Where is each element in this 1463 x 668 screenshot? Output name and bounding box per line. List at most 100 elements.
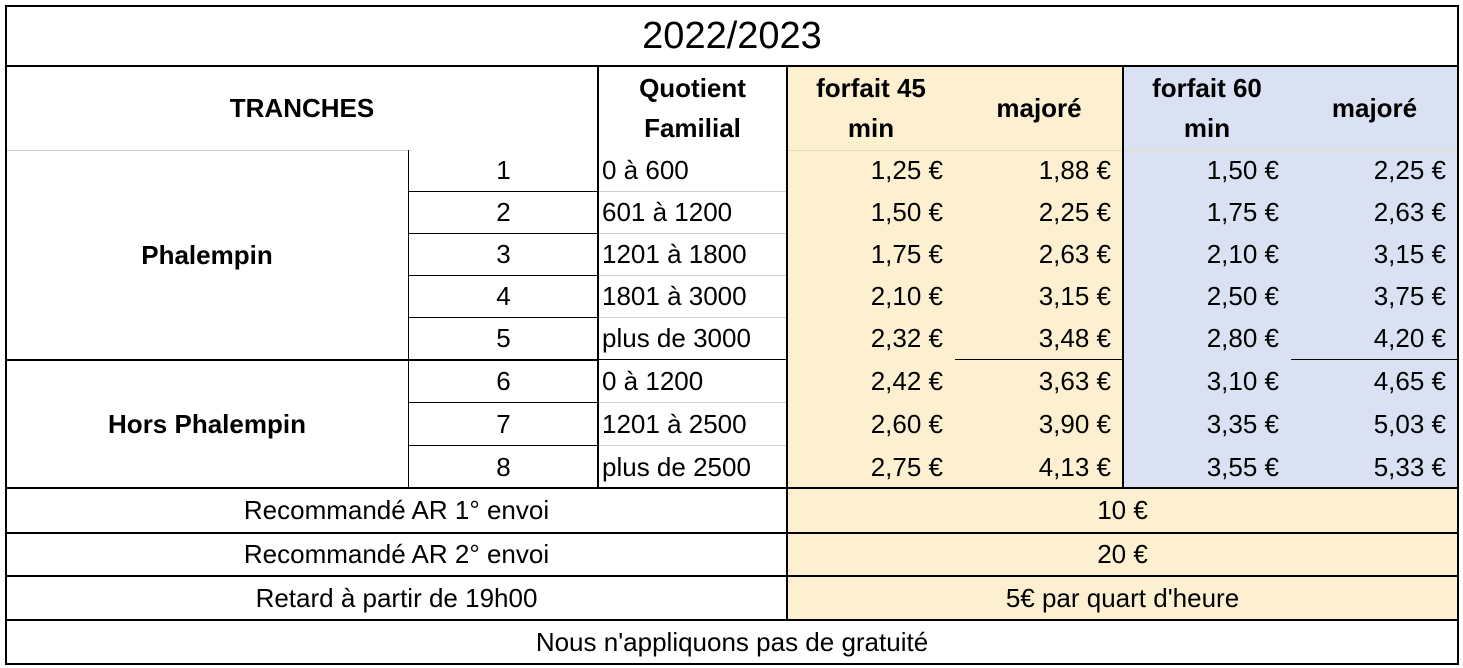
majore60-cell: 5,33 € [1373,451,1446,482]
gridline [598,445,787,446]
majore45-cell: 3,15 € [1038,281,1111,312]
header-forfait60-line1: forfait 60 [1152,72,1262,103]
tranche-cell: 5 [496,323,511,354]
forfait60-cell: 1,50 € [1206,155,1279,186]
border [1457,5,1459,665]
fee-value-bg [787,488,1458,620]
majore60-cell: 4,20 € [1373,323,1446,354]
forfait60-cell: 3,55 € [1206,451,1279,482]
header-quotient: Quotient Familial [598,66,787,150]
quotient-cell: plus de 2500 [602,451,751,482]
majore60-cell: 3,75 € [1373,281,1446,312]
forfait45-cell: 1,50 € [870,197,943,228]
fee-label: Recommandé AR 2° envoi [243,539,550,570]
majore60-cell: 4,65 € [1373,366,1446,397]
tranche-cell: 8 [496,451,511,482]
tranche-cell: 1 [496,155,511,186]
forfait60-cell: 2,50 € [1206,281,1279,312]
border [5,663,1459,665]
majore60-cell: 2,25 € [1373,155,1446,186]
forfait45-cell: 2,42 € [870,366,943,397]
page-title: 2022/2023 [642,14,822,57]
border [597,65,599,489]
majore45-cell: 3,90 € [1038,408,1111,439]
forfait60-cell: 3,35 € [1206,408,1279,439]
forfait45-cell: 1,75 € [870,239,943,270]
majore45-cell: 3,48 € [1038,323,1111,354]
border [598,359,787,360]
border [1291,359,1458,360]
group-label-hors-phalempin: Hors Phalempin [108,408,306,439]
gridline [598,317,787,318]
forfait60-cell: 1,75 € [1206,197,1279,228]
gridline [598,275,787,276]
group-label-phalempin: Phalempin [141,239,273,270]
majore45-cell: 3,63 € [1038,366,1111,397]
quotient-cell: 1201 à 2500 [602,408,747,439]
quotient-cell: 0 à 1200 [602,366,704,397]
majore60-cell: 2,63 € [1373,197,1446,228]
border [786,65,788,621]
forfait45-cell: 2,75 € [870,451,943,482]
header-quotient-line1: Quotient [639,72,746,103]
header-quotient-line2: Familial [644,113,741,143]
border [408,150,409,488]
tranche-cell: 4 [496,281,511,312]
border [408,445,598,446]
border [5,532,1459,534]
majore45-cell: 2,63 € [1038,239,1111,270]
forfait45-cell: 2,60 € [870,408,943,439]
forfait60-cell: 2,80 € [1206,323,1279,354]
border [408,317,598,318]
fee-label: Recommandé AR 1° envoi [243,495,550,526]
border [5,5,1459,7]
border [5,5,7,665]
border [5,487,1459,489]
quotient-cell: 1801 à 3000 [602,281,747,312]
majore45-cell: 1,88 € [1038,155,1111,186]
gridline [598,191,787,192]
forfait60-cell: 2,10 € [1206,239,1279,270]
fee-label: Retard à partir de 19h00 [255,582,538,613]
header-majore45: majoré [996,92,1082,123]
border [5,359,598,361]
gridline [598,402,787,403]
forfait45-cell: 2,32 € [870,323,943,354]
fee-value: 5€ par quart d'heure [1005,582,1240,613]
fee-value: 10 € [1097,495,1148,526]
majore60-cell: 5,03 € [1373,408,1446,439]
border [408,191,598,192]
quotient-cell: 1201 à 1800 [602,239,747,270]
tranche-cell: 2 [496,197,511,228]
header-tranches: TRANCHES [229,92,375,123]
majore45-cell: 2,25 € [1038,197,1111,228]
header-forfait45-line1: forfait 45 [816,72,926,103]
forfait45-cell: 1,25 € [870,155,943,186]
forfait60-bg [1123,66,1458,488]
header-forfait60: forfait 60 min [1123,66,1291,150]
majore45-cell: 4,13 € [1038,451,1111,482]
quotient-cell: 601 à 1200 [602,197,733,228]
border [408,402,598,403]
header-forfait60-line2: min [1183,113,1231,143]
forfait45-bg [787,66,1123,488]
tranche-cell: 7 [496,408,511,439]
header-majore60: majoré [1331,92,1418,123]
fee-value: 20 € [1097,539,1148,570]
footer-note: Nous n'appliquons pas de gratuité [535,626,929,657]
gridline [598,233,787,234]
tranche-cell: 6 [496,366,511,397]
quotient-cell: plus de 3000 [602,323,751,354]
quotient-cell: 0 à 600 [602,155,689,186]
gridline [6,150,408,151]
header-forfait45-line2: min [847,113,895,143]
majore60-cell: 3,15 € [1373,239,1446,270]
border [1122,65,1124,489]
forfait60-cell: 3,10 € [1206,366,1279,397]
border [408,275,598,276]
border [5,575,1459,577]
tranche-cell: 3 [496,239,511,270]
border [408,233,598,234]
header-forfait45: forfait 45 min [787,66,955,150]
